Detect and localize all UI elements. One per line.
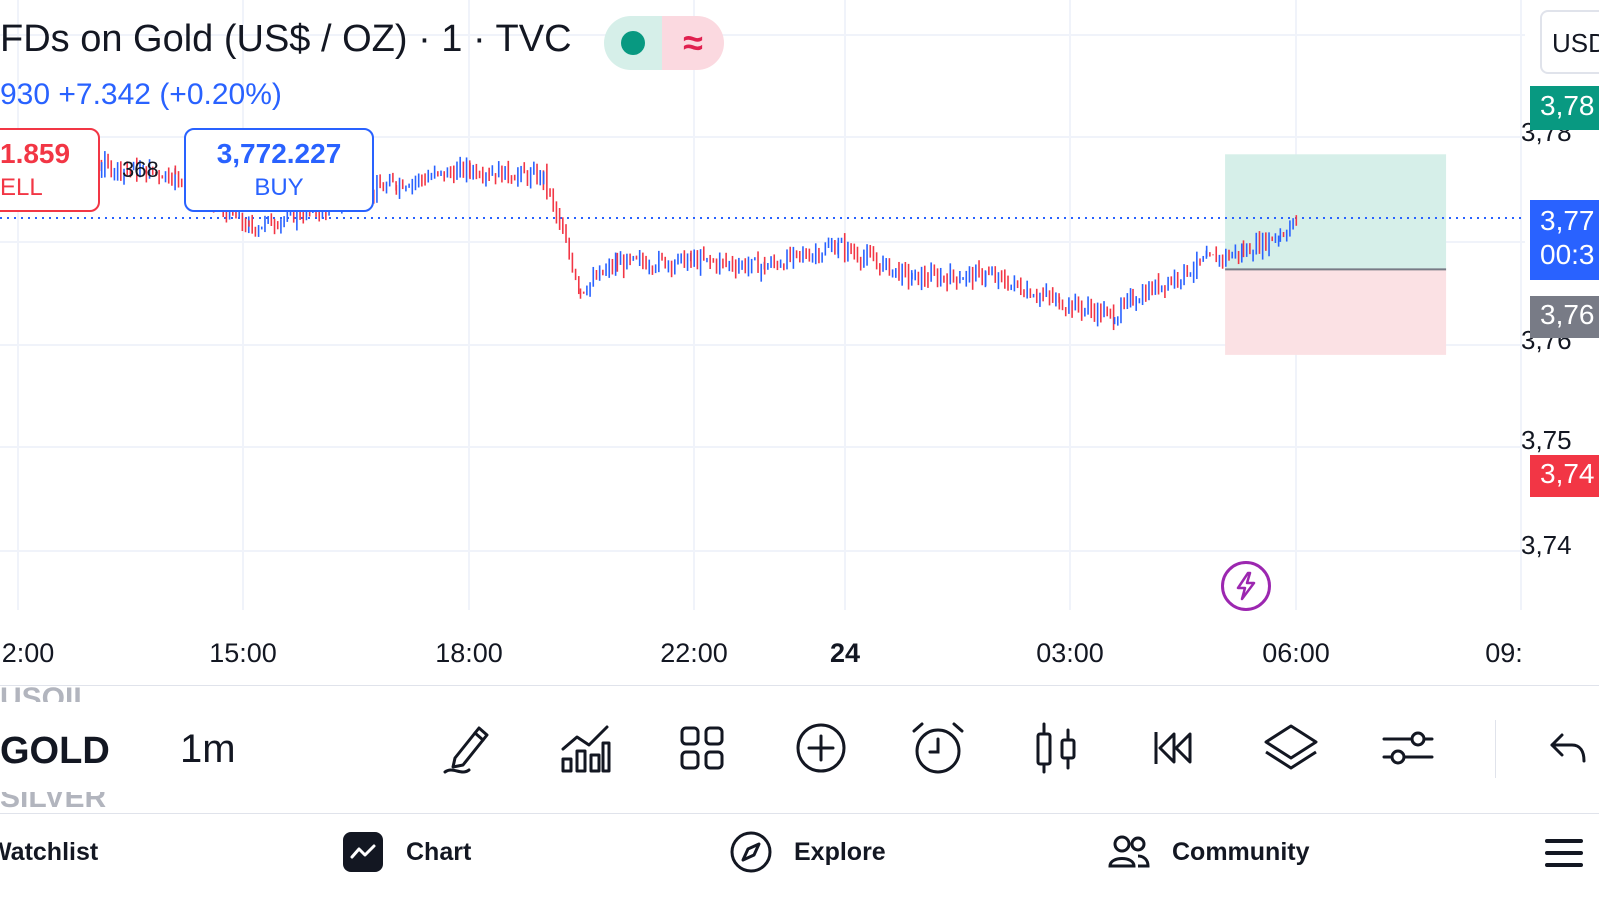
take-profit-tag[interactable]: 3,78: [1530, 86, 1599, 130]
lightning-icon[interactable]: [1221, 561, 1271, 611]
nav-chart-label: Chart: [406, 837, 472, 866]
nav-chart[interactable]: Chart: [342, 822, 471, 882]
time-axis-label: 03:00: [1036, 638, 1104, 668]
chart-icon: [342, 831, 384, 873]
symbol-selector[interactable]: GOLD: [0, 730, 110, 772]
current-price-tag[interactable]: 3,77 00:3: [1530, 200, 1599, 280]
sell-button[interactable]: 1.859 ELL: [0, 128, 100, 212]
chart-canvas[interactable]: [0, 0, 1599, 685]
nav-watchlist-label: Watchlist: [0, 837, 99, 866]
time-axis-label: 15:00: [209, 638, 277, 668]
nav-community[interactable]: Community: [1108, 822, 1310, 882]
entry-tag[interactable]: 3,76: [1530, 296, 1599, 338]
menu-icon[interactable]: [1545, 838, 1583, 873]
templates-icon[interactable]: [672, 718, 732, 778]
take-profit-zone[interactable]: [1225, 154, 1447, 270]
time-axis-label: 2:00: [1, 638, 55, 668]
stop-loss-zone[interactable]: [1225, 269, 1447, 355]
compass-icon: [730, 831, 772, 873]
community-icon: [1108, 834, 1150, 870]
buy-price: 3,772.227: [216, 138, 342, 169]
spread-value: 368: [122, 157, 159, 182]
sell-label: ELL: [0, 174, 43, 201]
candle-type-icon[interactable]: [1026, 718, 1086, 778]
pencil-icon[interactable]: [437, 718, 497, 778]
alert-icon[interactable]: [908, 718, 968, 778]
nav-explore-label: Explore: [794, 837, 886, 866]
layers-icon[interactable]: [1261, 718, 1321, 778]
chart-area[interactable]: FDs on Gold (US$ / OZ) · 1 · TVC ≈ 930 +…: [0, 0, 1599, 685]
price-axis-label: 3,74: [1521, 530, 1572, 560]
time-axis-label: 06:00: [1262, 638, 1330, 668]
undo-icon[interactable]: [1538, 718, 1598, 778]
symbol-prev[interactable]: USOIL: [0, 682, 92, 702]
indicators-icon[interactable]: [555, 718, 615, 778]
buy-label: BUY: [254, 174, 304, 201]
market-status-pill[interactable]: ≈: [604, 16, 724, 70]
currency-button[interactable]: USD: [1540, 10, 1599, 74]
market-open-icon: [604, 16, 662, 70]
nav-watchlist[interactable]: Watchlist: [0, 822, 98, 882]
stop-loss-tag[interactable]: 3,74: [1530, 455, 1599, 497]
price-change: 930 +7.342 (+0.20%): [0, 78, 282, 111]
nav-community-label: Community: [1172, 837, 1310, 866]
interval-button[interactable]: 1m: [180, 727, 236, 771]
nav-explore[interactable]: Explore: [730, 822, 886, 882]
time-axis-label: 24: [829, 638, 861, 668]
chart-grid: [0, 0, 1525, 610]
add-icon[interactable]: [791, 718, 851, 778]
time-axis-label: 09:: [1485, 638, 1523, 668]
time-axis-label: 22:00: [660, 638, 728, 668]
bar-countdown: 00:3: [1540, 239, 1595, 270]
settings-icon[interactable]: [1378, 718, 1438, 778]
toolbar-divider: [1495, 720, 1496, 778]
price-axis-label: 3,75: [1521, 425, 1572, 455]
replay-icon[interactable]: [1144, 718, 1204, 778]
time-axis-label: 18:00: [435, 638, 503, 668]
chart-title[interactable]: FDs on Gold (US$ / OZ) · 1 · TVC: [0, 18, 572, 60]
current-price-value: 3,77: [1540, 205, 1595, 236]
buy-button[interactable]: 3,772.227 BUY: [184, 128, 374, 212]
approx-icon: ≈: [662, 16, 724, 70]
symbol-next[interactable]: SILVER: [0, 792, 107, 812]
sell-price: 1.859: [0, 138, 71, 169]
